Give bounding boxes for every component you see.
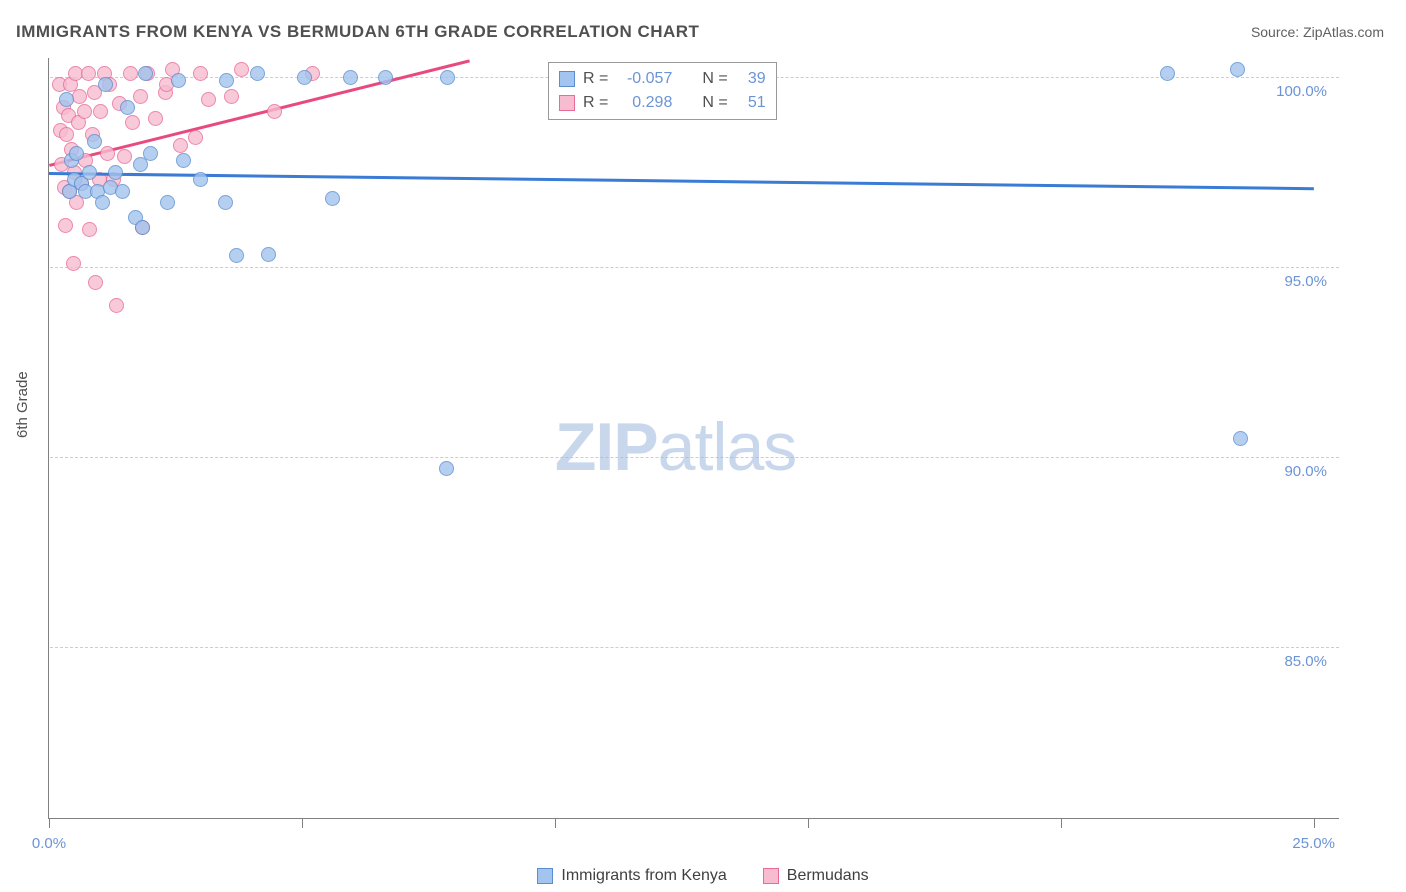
scatter-point [188, 130, 203, 145]
r-label: R = [583, 70, 608, 88]
scatter-point [93, 104, 108, 119]
legend-swatch [537, 868, 553, 884]
scatter-point [120, 100, 135, 115]
watermark: ZIPatlas [555, 408, 796, 486]
gridline-h [50, 267, 1339, 268]
x-tick [808, 818, 809, 828]
scatter-point [193, 172, 208, 187]
source-label: Source: [1251, 24, 1299, 40]
gridline-h [50, 647, 1339, 648]
chart-title: IMMIGRANTS FROM KENYA VS BERMUDAN 6TH GR… [16, 22, 699, 42]
scatter-point [250, 66, 265, 81]
scatter-point [218, 195, 233, 210]
legend-item: Immigrants from Kenya [537, 867, 726, 885]
legend-swatch [763, 868, 779, 884]
y-tick-label: 95.0% [1247, 273, 1327, 290]
scatter-point [439, 461, 454, 476]
stats-legend: R = -0.057 N = 39 R = 0.298 N = 51 [548, 62, 777, 120]
scatter-point [234, 62, 249, 77]
scatter-point [125, 115, 140, 130]
scatter-point [95, 195, 110, 210]
scatter-point [440, 70, 455, 85]
x-tick [1314, 818, 1315, 828]
bottom-legend: Immigrants from Kenya Bermudans [0, 867, 1406, 885]
scatter-point [297, 70, 312, 85]
x-tick [302, 818, 303, 828]
r-value: -0.057 [616, 70, 672, 88]
stats-legend-row: R = 0.298 N = 51 [559, 91, 766, 115]
scatter-point [378, 70, 393, 85]
chart-source: Source: ZipAtlas.com [1251, 24, 1384, 40]
scatter-point [219, 73, 234, 88]
scatter-point [1160, 66, 1175, 81]
trend-line [49, 172, 1314, 190]
stats-legend-row: R = -0.057 N = 39 [559, 67, 766, 91]
scatter-point [229, 248, 244, 263]
scatter-point [82, 222, 97, 237]
gridline-h [50, 457, 1339, 458]
scatter-point [100, 146, 115, 161]
legend-swatch [559, 71, 575, 87]
y-tick-label: 85.0% [1247, 653, 1327, 670]
scatter-point [224, 89, 239, 104]
x-tick-label: 0.0% [32, 835, 66, 852]
scatter-point [1233, 431, 1248, 446]
scatter-point [135, 220, 150, 235]
scatter-point [72, 89, 87, 104]
scatter-point [66, 256, 81, 271]
scatter-point [81, 66, 96, 81]
x-tick-label: 25.0% [1292, 835, 1335, 852]
n-value: 39 [736, 70, 766, 88]
n-value: 51 [736, 94, 766, 112]
x-tick [1061, 818, 1062, 828]
scatter-point [58, 218, 73, 233]
scatter-point [133, 89, 148, 104]
scatter-point [88, 275, 103, 290]
legend-swatch [559, 95, 575, 111]
x-tick [49, 818, 50, 828]
scatter-point [117, 149, 132, 164]
scatter-point [87, 134, 102, 149]
scatter-point [171, 73, 186, 88]
n-label: N = [702, 70, 727, 88]
scatter-point [143, 146, 158, 161]
plot-area: 85.0%90.0%95.0%100.0%0.0%25.0%ZIPatlasR … [48, 58, 1339, 819]
r-label: R = [583, 94, 608, 112]
n-label: N = [702, 94, 727, 112]
source-name: ZipAtlas.com [1303, 24, 1384, 40]
scatter-point [267, 104, 282, 119]
x-tick [555, 818, 556, 828]
y-axis-label: 6th Grade [14, 371, 31, 438]
scatter-point [325, 191, 340, 206]
scatter-point [59, 127, 74, 142]
scatter-point [109, 298, 124, 313]
scatter-point [201, 92, 216, 107]
scatter-point [108, 165, 123, 180]
scatter-point [173, 138, 188, 153]
legend-item: Bermudans [763, 867, 869, 885]
scatter-point [82, 165, 97, 180]
scatter-point [115, 184, 130, 199]
scatter-point [1230, 62, 1245, 77]
legend-label: Bermudans [787, 867, 869, 885]
legend-label: Immigrants from Kenya [561, 867, 726, 885]
scatter-point [69, 146, 84, 161]
scatter-point [160, 195, 175, 210]
scatter-point [59, 92, 74, 107]
scatter-point [77, 104, 92, 119]
y-tick-label: 90.0% [1247, 463, 1327, 480]
r-value: 0.298 [616, 94, 672, 112]
scatter-point [123, 66, 138, 81]
scatter-point [261, 247, 276, 262]
scatter-point [176, 153, 191, 168]
scatter-point [148, 111, 163, 126]
scatter-point [343, 70, 358, 85]
y-tick-label: 100.0% [1247, 83, 1327, 100]
scatter-point [193, 66, 208, 81]
scatter-point [138, 66, 153, 81]
